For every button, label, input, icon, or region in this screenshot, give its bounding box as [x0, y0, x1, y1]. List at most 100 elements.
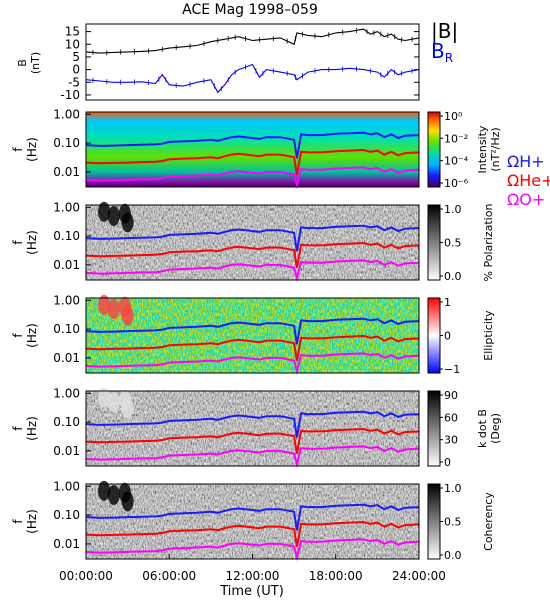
- panel-frame: [85, 297, 420, 374]
- gyro-line-h: [85, 224, 420, 252]
- gyro-line-o: [85, 352, 420, 376]
- spec-ylabel-hz: (Hz): [25, 137, 39, 162]
- gyrofrequency-legend: ΩH+ ΩHe+ ΩO+: [507, 152, 550, 209]
- top-ylabel-1: B: [16, 59, 29, 67]
- gyro-line-o: [85, 538, 420, 562]
- feature-blob: [121, 305, 134, 326]
- gray-texture: [86, 484, 419, 559]
- cbar-tick-label: 1.0: [444, 482, 462, 495]
- ellipticity-texture: [86, 298, 419, 373]
- panel-label: Coherency: [482, 492, 495, 551]
- panel-label: Intensity: [476, 125, 489, 173]
- panel-frame: [85, 390, 420, 467]
- spectrogram-panel-1: 1.00 0.10 0.01 f (Hz) 10⁰ 10⁻² 10⁻⁴ 10⁻⁶ Intensit…: [11, 107, 502, 190]
- feature-blob: [107, 484, 120, 505]
- colorbar-3: [427, 297, 441, 374]
- spec-ytick-label: 0.10: [53, 229, 80, 243]
- gyro-line-he: [85, 148, 420, 175]
- top-ytick-label: -5: [68, 75, 80, 89]
- cbar-tick-label: 10⁻⁴: [444, 155, 469, 168]
- gyro-line-he: [85, 520, 420, 547]
- feature-blob: [98, 201, 111, 222]
- spec-ytick-label: 1.00: [53, 107, 80, 121]
- cbar-tick-label: 1.0: [444, 203, 462, 216]
- cbar-tick-label: 0: [444, 456, 451, 469]
- spec-ylabel-f: f: [11, 426, 25, 431]
- panel-label-unit: (nT²/Hz): [489, 127, 502, 171]
- spec-ytick-label: 0.01: [53, 351, 80, 365]
- spec-ylabel-hz: (Hz): [25, 416, 39, 441]
- spec-ytick-label: 0.10: [53, 415, 80, 429]
- panel-label: k dot B: [476, 409, 489, 448]
- spec-ytick-label: 0.10: [53, 136, 80, 150]
- spec-ytick-label: 1.00: [53, 293, 80, 307]
- panel-label: % Polarization: [482, 204, 495, 282]
- legend-b-magnitude: |B|: [431, 19, 458, 43]
- top-ylabel-2: (nT): [29, 52, 42, 74]
- gyro-line-h: [85, 410, 420, 438]
- cbar-tick-label: 1: [444, 296, 451, 309]
- gyro-line-he: [85, 334, 420, 361]
- x-tick-label: 00:00:00: [59, 569, 113, 583]
- intensity-spectrogram: [86, 112, 419, 187]
- spec-ytick-label: 1.00: [53, 479, 80, 493]
- cbar-tick-label: 0.5: [444, 237, 462, 250]
- chart-title: ACE Mag 1998–059: [182, 2, 318, 18]
- x-axis: 00:00:00 06:00:00 12:00:00 18:00:00 24:00:00: [59, 554, 446, 583]
- x-tick-label: 06:00:00: [142, 569, 196, 583]
- spec-ytick-label: 0.10: [53, 322, 80, 336]
- top-ytick-label: 0: [72, 63, 80, 77]
- gray-texture: [86, 205, 419, 280]
- spec-ytick-label: 0.01: [53, 258, 80, 272]
- top-ytick-label: 15: [65, 25, 80, 39]
- panel-label: Ellipticity: [482, 310, 495, 361]
- spec-ylabel-hz: (Hz): [25, 230, 39, 255]
- feature-blob: [107, 205, 120, 226]
- spec-ytick-label: 0.10: [53, 508, 80, 522]
- spec-ylabel-f: f: [11, 147, 25, 152]
- top-plot-frame: [85, 23, 420, 101]
- gyro-line-h: [85, 503, 420, 531]
- spec-ytick-label: 0.01: [53, 537, 80, 551]
- gyro-line-he: [85, 241, 420, 268]
- gyro-line-o: [85, 445, 420, 469]
- cbar-tick-label: 30: [444, 434, 458, 447]
- spectrogram-panel-5: 1.00 0.10 0.01 f (Hz) 1.0 0.5 0.0 Coherency: [11, 479, 495, 562]
- feature-blob: [98, 387, 111, 408]
- spec-ytick-label: 0.01: [53, 444, 80, 458]
- colorbar-2: [427, 204, 441, 281]
- x-tick-label: 12:00:00: [226, 569, 280, 583]
- spec-ylabel-f: f: [11, 333, 25, 338]
- spec-ylabel-f: f: [11, 519, 25, 524]
- spec-ylabel-f: f: [11, 240, 25, 245]
- gyro-line-he: [85, 427, 420, 454]
- colorbar-5: [427, 483, 441, 560]
- feature-blob: [98, 480, 111, 501]
- cbar-tick-label: 10⁰: [444, 110, 463, 123]
- cbar-tick-label: 90: [444, 389, 458, 402]
- spectrogram-panel-2: 1.00 0.10 0.01 f (Hz) 1.0 0.5 0.0 % Polarization: [11, 200, 495, 283]
- legend-omega-h: ΩH+: [507, 152, 545, 171]
- spec-ylabel-hz: (Hz): [25, 509, 39, 534]
- cbar-tick-label: −1: [444, 363, 460, 376]
- spectrogram-panel-4: 1.00 0.10 0.01 f (Hz) 90 60 30 0 k dot B (Deg): [11, 386, 502, 469]
- cbar-tick-label: 10⁻⁶: [444, 177, 469, 190]
- panel-frame: [85, 204, 420, 281]
- cbar-tick-label: 0.5: [444, 516, 462, 529]
- x-tick-label: 18:00:00: [309, 569, 363, 583]
- legend-omega-o: ΩO+: [507, 190, 545, 209]
- colorbar-1: [427, 111, 441, 188]
- legend-br: BR: [431, 39, 453, 65]
- spectrogram-panel-3: 1.00 0.10 0.01 f (Hz) 1 0 −1 Ellipticity: [11, 293, 495, 376]
- gyro-line-o: [85, 166, 420, 190]
- feature-blob: [121, 212, 134, 233]
- x-tick-label: 24:00:00: [392, 569, 446, 583]
- feature-blob: [107, 298, 120, 319]
- feature-blob: [121, 398, 134, 419]
- x-axis-label: Time (UT): [219, 584, 284, 599]
- cbar-tick-label: 0.0: [444, 270, 462, 283]
- feature-blob: [121, 491, 134, 512]
- top-ytick-label: 10: [65, 37, 80, 51]
